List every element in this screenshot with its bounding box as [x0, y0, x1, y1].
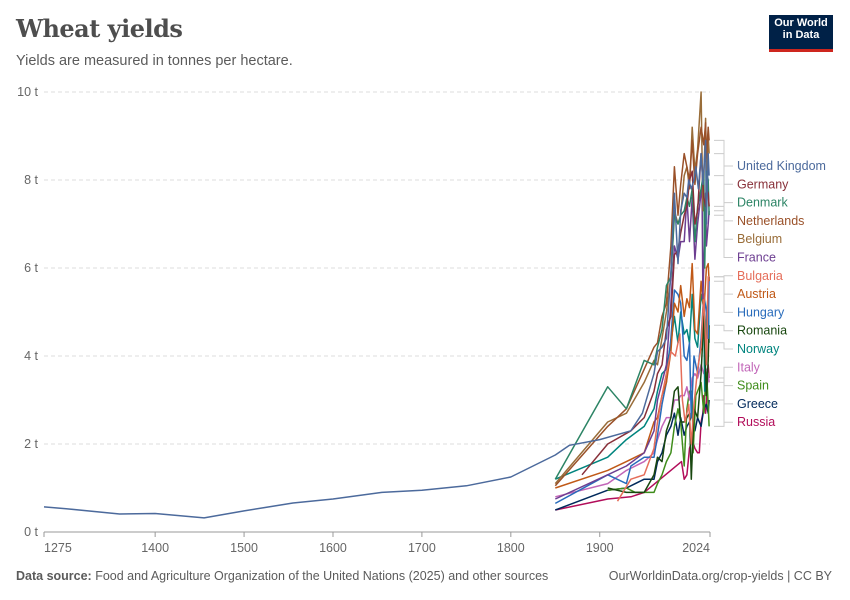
y-tick-label: 0 t	[24, 525, 38, 539]
series-label[interactable]: Romania	[737, 324, 787, 338]
y-tick-label: 8 t	[24, 173, 38, 187]
series-label[interactable]: Netherlands	[737, 214, 804, 228]
series-line-netherlands	[554, 122, 710, 487]
x-tick-label: 1800	[497, 541, 525, 555]
series-label[interactable]: Belgium	[737, 232, 782, 246]
x-tick-label: 2024	[682, 541, 710, 555]
data-source-label: Data source:	[16, 569, 92, 583]
x-tick-label: 1400	[141, 541, 169, 555]
page-title: Wheat yields	[16, 14, 183, 43]
series-label[interactable]: Italy	[737, 360, 761, 374]
y-tick-label: 4 t	[24, 349, 38, 363]
series-line-norway	[555, 293, 710, 480]
data-source-text[interactable]: Food and Agriculture Organization of the…	[95, 569, 549, 583]
x-tick-label: 1275	[44, 541, 72, 555]
series-line-france	[554, 183, 710, 500]
label-connector	[714, 153, 733, 240]
label-connector	[714, 210, 733, 258]
series-label[interactable]: Norway	[737, 342, 780, 356]
series-label[interactable]: Hungary	[737, 305, 785, 319]
series-label[interactable]: Greece	[737, 397, 778, 411]
series-label[interactable]: France	[737, 251, 776, 265]
series-line-denmark	[554, 170, 710, 480]
series-label[interactable]: Bulgaria	[737, 269, 783, 283]
label-connector	[714, 276, 733, 313]
y-tick-label: 6 t	[24, 261, 38, 275]
series-line-united-kingdom	[43, 139, 710, 519]
x-tick-label: 1500	[230, 541, 258, 555]
series-label[interactable]: Russia	[737, 415, 775, 429]
x-tick-label: 1600	[319, 541, 347, 555]
label-connector	[714, 342, 733, 350]
series-line-germany	[581, 152, 710, 476]
series-label[interactable]: Spain	[737, 379, 769, 393]
data-source: Data source: Food and Agriculture Organi…	[16, 569, 548, 583]
series-label[interactable]: Germany	[737, 177, 789, 191]
series-line-romania	[607, 315, 710, 494]
y-tick-label: 2 t	[24, 437, 38, 451]
label-connector	[714, 377, 733, 423]
series-label[interactable]: United Kingdom	[737, 159, 826, 173]
x-tick-label: 1700	[408, 541, 436, 555]
series-label[interactable]: Denmark	[737, 196, 788, 210]
label-connector	[714, 324, 733, 332]
page-subtitle: Yields are measured in tonnes per hectar…	[16, 53, 293, 69]
series-line-austria	[555, 262, 710, 489]
series-line-spain	[607, 368, 710, 494]
owid-logo[interactable]: Our World in Data	[769, 15, 833, 52]
series-label[interactable]: Austria	[737, 287, 776, 301]
label-connector	[714, 366, 733, 383]
logo-line-1: Our World	[774, 17, 828, 29]
logo-line-2: in Data	[782, 29, 820, 41]
series-line-bulgaria	[616, 276, 710, 502]
y-tick-label: 10 t	[17, 85, 38, 99]
credit-link[interactable]: OurWorldinData.org/crop-yields | CC BY	[608, 569, 832, 583]
x-tick-label: 1900	[586, 541, 614, 555]
